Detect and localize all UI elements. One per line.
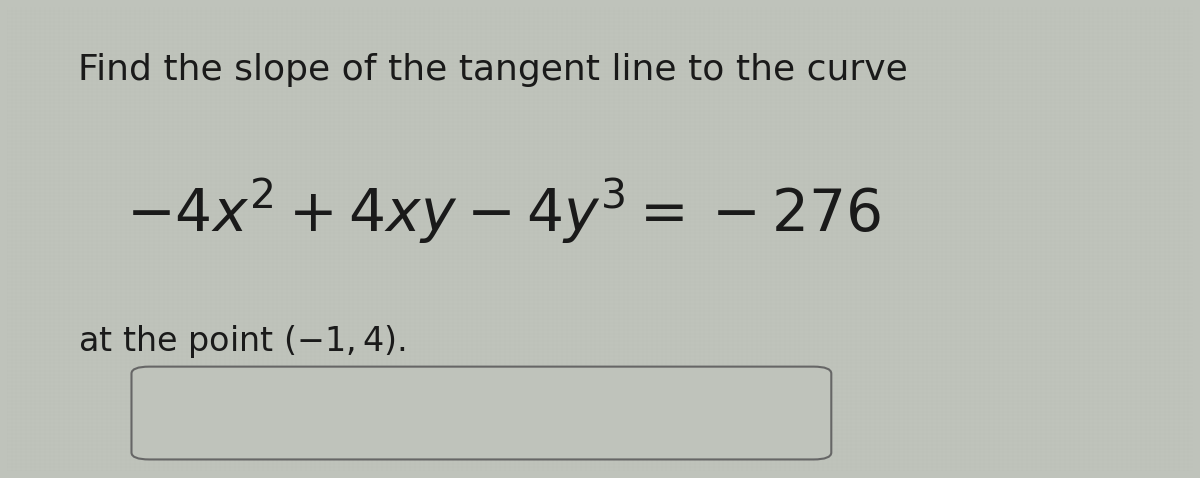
Text: $-4x^2 + 4xy - 4y^3 = -276$: $-4x^2 + 4xy - 4y^3 = -276$ xyxy=(126,176,881,246)
Text: at the point $(-1, 4)$.: at the point $(-1, 4)$. xyxy=(78,323,406,359)
Text: Find the slope of the tangent line to the curve: Find the slope of the tangent line to th… xyxy=(78,54,908,87)
FancyBboxPatch shape xyxy=(132,367,832,459)
